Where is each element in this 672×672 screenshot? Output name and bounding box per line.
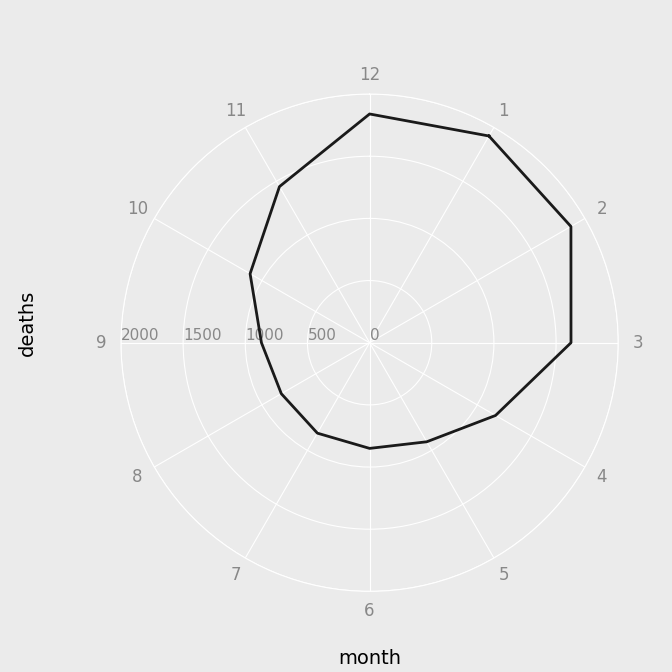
- Text: deaths: deaths: [17, 290, 36, 355]
- Text: month: month: [338, 649, 401, 668]
